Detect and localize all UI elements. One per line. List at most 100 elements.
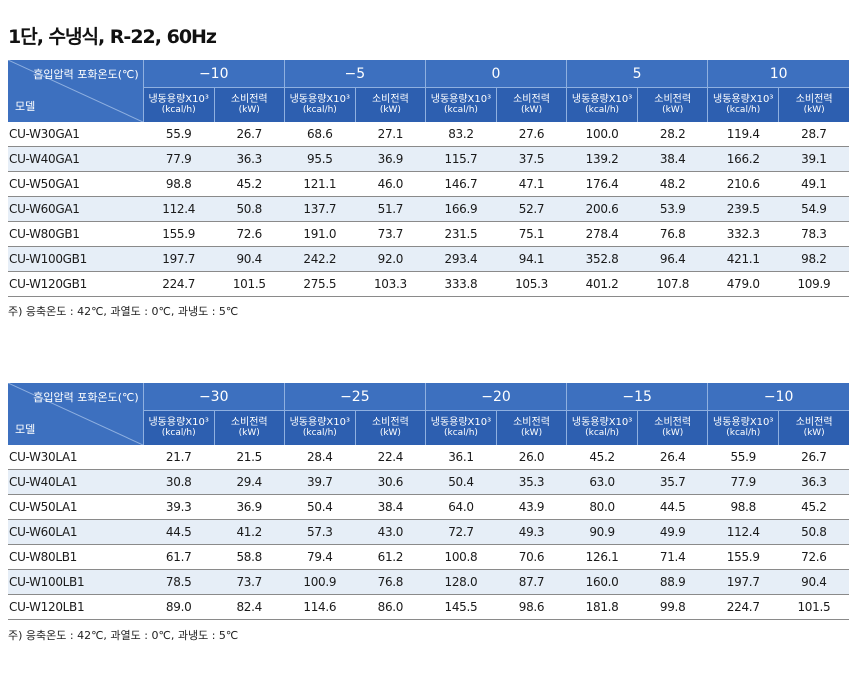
- header-power: 소비전력 (kW): [637, 410, 708, 445]
- capacity-cell: 28.4: [284, 445, 356, 470]
- power-cell: 87.7: [496, 569, 567, 595]
- capacity-cell: 332.3: [707, 221, 779, 247]
- header-capacity-unit: (kcal/h): [443, 105, 478, 115]
- header-power-label: 소비전력: [654, 417, 692, 428]
- power-cell: 27.6: [496, 122, 567, 147]
- power-cell: 75.1: [496, 221, 567, 247]
- capacity-cell: 333.8: [425, 271, 497, 297]
- model-cell: CU-W60LA1: [8, 519, 144, 545]
- power-cell: 29.4: [214, 469, 285, 495]
- header-power-unit: (kW): [238, 428, 260, 438]
- power-cell: 103.3: [355, 271, 426, 297]
- header-capacity-label: 냉동용량X10³: [148, 417, 209, 428]
- header-capacity: 냉동용량X10³ (kcal/h): [566, 87, 638, 122]
- power-cell: 72.6: [778, 544, 849, 570]
- capacity-cell: 39.3: [143, 494, 215, 520]
- power-cell: 49.3: [496, 519, 567, 545]
- table-2-note: 주) 응축온도 : 42℃, 과열도 : 0℃, 과냉도 : 5℃: [8, 629, 239, 642]
- header-power-unit: (kW): [520, 105, 543, 115]
- capacity-cell: 191.0: [284, 221, 356, 247]
- capacity-cell: 80.0: [566, 494, 638, 520]
- power-cell: 82.4: [214, 594, 285, 620]
- header-power-unit: (kW): [520, 428, 543, 438]
- power-cell: 73.7: [214, 569, 285, 595]
- capacity-cell: 90.9: [566, 519, 638, 545]
- capacity-cell: 139.2: [566, 146, 638, 172]
- header-power: 소비전력 (kW): [354, 87, 426, 122]
- header-temp: −10: [142, 60, 285, 88]
- header-row-temps: 흡입압력 포화온도(℃) 모델 −10 −5 0 5 10: [8, 60, 849, 122]
- model-cell: CU-W120LB1: [8, 594, 144, 620]
- power-cell: 37.5: [496, 146, 567, 172]
- header-power-unit: (kW): [238, 105, 260, 115]
- header-capacity-label: 냉동용량X10³: [430, 417, 492, 428]
- capacity-cell: 77.9: [707, 469, 779, 495]
- capacity-cell: 36.1: [425, 445, 497, 470]
- header-capacity-unit: (kcal/h): [161, 105, 196, 115]
- header-corner: 흡입압력 포화온도(℃) 모델: [8, 383, 144, 445]
- power-cell: 26.7: [214, 122, 285, 147]
- header-temp: −10: [707, 383, 849, 411]
- capacity-cell: 50.4: [284, 494, 356, 520]
- capacity-cell: 128.0: [425, 569, 497, 595]
- header-capacity-unit: (kcal/h): [302, 105, 337, 115]
- header-capacity: 냉동용량X10³ (kcal/h): [283, 410, 356, 445]
- power-cell: 21.5: [214, 445, 285, 470]
- table-row: CU-W60GA1 112.4 50.8 137.7 51.7 166.9 52.7 200.…: [8, 196, 849, 222]
- table-row: CU-W40GA1 77.9 36.3 95.5 36.9 115.7 37.5 139.2 3…: [8, 146, 849, 172]
- capacity-cell: 115.7: [425, 146, 497, 172]
- power-cell: 88.9: [637, 569, 708, 595]
- power-cell: 35.3: [496, 469, 567, 495]
- table-row: CU-W50GA1 98.8 45.2 121.1 46.0 146.7 47.1 176.4…: [8, 171, 849, 197]
- corner-diagonal: [8, 60, 143, 122]
- table-row: CU-W80LB1 61.7 58.8 79.4 61.2 100.8 70.6 126.1 7…: [8, 544, 849, 570]
- header-capacity-label: 냉동용량X10³: [571, 94, 633, 105]
- capacity-cell: 50.4: [425, 469, 497, 495]
- power-cell: 61.2: [355, 544, 426, 570]
- header-capacity-label: 냉동용량X10³: [713, 417, 774, 428]
- model-cell: CU-W100GB1: [8, 246, 144, 272]
- header-power-label: 소비전력: [513, 94, 550, 105]
- capacity-cell: 352.8: [566, 246, 638, 272]
- capacity-cell: 100.8: [425, 544, 497, 570]
- capacity-cell: 401.2: [566, 271, 638, 297]
- table-row: CU-W60LA1 44.5 41.2 57.3 43.0 72.7 49.3 90.9 49.…: [8, 519, 849, 545]
- capacity-cell: 77.9: [143, 146, 215, 172]
- power-cell: 70.6: [496, 544, 567, 570]
- model-cell: CU-W80GB1: [8, 221, 144, 247]
- power-cell: 26.7: [778, 445, 849, 470]
- model-cell: CU-W30LA1: [8, 445, 144, 470]
- power-cell: 44.5: [637, 494, 708, 520]
- power-cell: 86.0: [355, 594, 426, 620]
- power-cell: 76.8: [637, 221, 708, 247]
- header-capacity-unit: (kcal/h): [585, 428, 620, 438]
- header-power-unit: (kW): [803, 428, 825, 438]
- capacity-cell: 119.4: [707, 122, 779, 147]
- power-cell: 30.6: [355, 469, 426, 495]
- power-cell: 26.4: [637, 445, 708, 470]
- model-cell: CU-W100LB1: [8, 569, 144, 595]
- power-cell: 47.1: [496, 171, 567, 197]
- header-temp: −30: [142, 383, 285, 411]
- power-cell: 98.2: [778, 246, 849, 272]
- header-temp: 0: [424, 60, 567, 88]
- capacity-cell: 155.9: [707, 544, 779, 570]
- capacity-cell: 45.2: [566, 445, 638, 470]
- power-cell: 107.8: [637, 271, 708, 297]
- model-cell: CU-W30GA1: [8, 122, 144, 147]
- capacity-cell: 166.2: [707, 146, 779, 172]
- header-capacity-label: 냉동용량X10³: [289, 417, 350, 428]
- page-title: 1단, 수냉식, R-22, 60Hz: [8, 26, 217, 48]
- header-power-unit: (kW): [379, 428, 401, 438]
- spec-table-1: 흡입압력 포화온도(℃) 모델 −10 −5 0 5 10 냉동용량X10³ (kcal/h) 소…: [8, 60, 849, 297]
- power-cell: 27.1: [355, 122, 426, 147]
- header-power-label: 소비전력: [371, 417, 409, 428]
- header-power-unit: (kW): [662, 105, 684, 115]
- capacity-cell: 98.8: [707, 494, 779, 520]
- header-capacity: 냉동용량X10³ (kcal/h): [283, 87, 356, 122]
- capacity-cell: 224.7: [143, 271, 215, 297]
- power-cell: 28.2: [637, 122, 708, 147]
- table-row: CU-W120GB1 224.7 101.5 275.5 103.3 333.8 105.3…: [8, 271, 849, 297]
- capacity-cell: 278.4: [566, 221, 638, 247]
- header-power: 소비전력 (kW): [637, 87, 708, 122]
